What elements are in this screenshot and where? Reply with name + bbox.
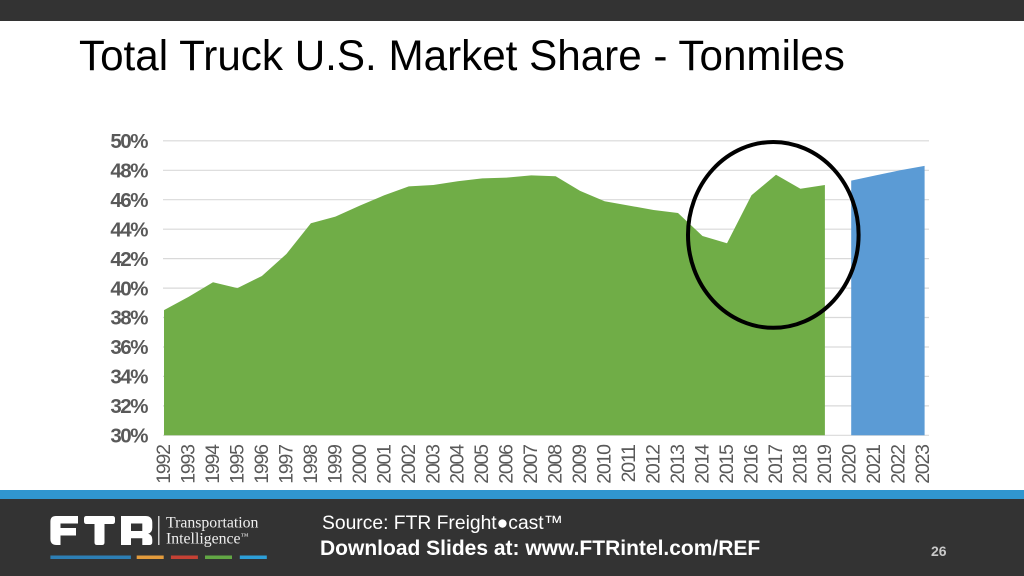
- svg-text:44%: 44%: [110, 218, 148, 241]
- svg-text:1998: 1998: [300, 445, 322, 484]
- svg-text:2017: 2017: [765, 445, 787, 484]
- svg-text:1999: 1999: [324, 445, 346, 484]
- svg-text:2006: 2006: [496, 445, 518, 484]
- svg-text:2023: 2023: [912, 445, 934, 484]
- svg-text:1995: 1995: [226, 444, 248, 484]
- svg-text:2020: 2020: [838, 444, 860, 484]
- svg-text:2012: 2012: [643, 445, 665, 484]
- svg-text:2002: 2002: [398, 445, 420, 484]
- svg-text:2021: 2021: [863, 445, 885, 484]
- svg-text:30%: 30%: [110, 425, 148, 448]
- svg-text:40%: 40%: [110, 277, 148, 300]
- svg-text:2005: 2005: [471, 444, 493, 484]
- svg-text:1996: 1996: [251, 445, 273, 484]
- svg-text:2007: 2007: [520, 445, 542, 484]
- svg-text:2010: 2010: [594, 444, 616, 484]
- svg-text:Intelligence™: Intelligence™: [166, 530, 249, 547]
- svg-text:2003: 2003: [422, 445, 444, 484]
- svg-text:2000: 2000: [349, 444, 371, 484]
- svg-text:2011: 2011: [618, 445, 640, 482]
- svg-text:2001: 2001: [373, 445, 395, 484]
- svg-text:2013: 2013: [667, 445, 689, 484]
- svg-text:38%: 38%: [110, 307, 148, 330]
- svg-text:34%: 34%: [110, 366, 148, 389]
- svg-text:1993: 1993: [178, 445, 200, 484]
- svg-text:42%: 42%: [110, 248, 148, 271]
- svg-text:50%: 50%: [110, 130, 148, 153]
- svg-text:2009: 2009: [569, 445, 591, 484]
- svg-text:46%: 46%: [110, 189, 148, 212]
- svg-text:2018: 2018: [789, 445, 811, 484]
- svg-text:36%: 36%: [110, 336, 148, 359]
- svg-text:2008: 2008: [545, 445, 567, 484]
- svg-text:32%: 32%: [110, 395, 148, 418]
- svg-text:2014: 2014: [692, 444, 714, 484]
- svg-text:1992: 1992: [153, 445, 175, 484]
- svg-text:2016: 2016: [741, 445, 763, 484]
- svg-text:48%: 48%: [110, 160, 148, 183]
- svg-text:2004: 2004: [447, 444, 469, 484]
- svg-text:1997: 1997: [275, 445, 297, 484]
- svg-text:2015: 2015: [716, 444, 738, 484]
- svg-text:2019: 2019: [814, 445, 836, 484]
- svg-text:2022: 2022: [887, 445, 909, 484]
- svg-text:1994: 1994: [202, 444, 224, 484]
- svg-text:Transportation: Transportation: [166, 514, 259, 531]
